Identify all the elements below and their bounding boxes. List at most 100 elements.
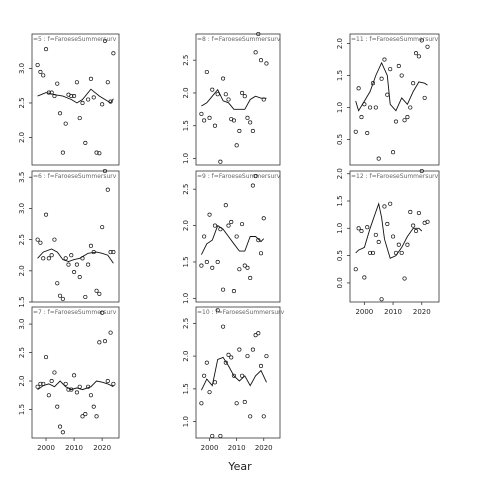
data-point [35, 62, 40, 68]
data-point [69, 94, 74, 99]
panel-2: =6 : f=FaroeseSummersurv 1.5 2.0 2.5 3.0 3.5 [18, 168, 120, 308]
y-tick-label: 3.0 [18, 319, 26, 330]
y-tick-label: 2.0 [336, 168, 344, 179]
data-point [41, 256, 46, 261]
y-tick-label: 1.5 [336, 70, 344, 81]
x-tick-label: 2000 [355, 308, 373, 316]
data-point [416, 54, 421, 59]
data-point [94, 150, 99, 155]
y-tick-label: 2.5 [182, 55, 190, 66]
data-point [245, 115, 250, 120]
data-point [396, 242, 401, 247]
data-point [218, 433, 223, 439]
data-point [212, 380, 218, 385]
data-point [35, 384, 40, 389]
data-point [111, 381, 116, 386]
data-point [63, 381, 68, 386]
panel-strip-label: =7 : f=FaroeseSummersurv [33, 309, 117, 316]
data-point [83, 140, 88, 145]
data-point [46, 90, 51, 95]
data-point [58, 293, 63, 298]
data-point [242, 263, 247, 268]
data-point [83, 412, 88, 417]
data-point [60, 296, 65, 301]
data-point [382, 204, 387, 209]
data-point [43, 355, 49, 360]
trend-line [200, 356, 267, 391]
data-point [413, 228, 419, 234]
data-point [356, 86, 361, 91]
data-point [234, 401, 239, 406]
data-point [419, 168, 424, 174]
data-point [373, 105, 378, 110]
data-point [221, 287, 226, 292]
data-point [231, 289, 236, 294]
data-point [359, 115, 364, 120]
data-point [408, 209, 413, 214]
trend-line [37, 88, 114, 104]
data-point [212, 223, 218, 228]
data-point [86, 384, 91, 389]
data-point [74, 80, 79, 85]
data-point [242, 399, 247, 405]
data-point [111, 51, 116, 56]
data-point [353, 267, 358, 272]
data-point [229, 355, 234, 360]
data-point [100, 310, 105, 315]
panel-8: =12 : f=FaroeseSummersurv 0.0 0.5 1.0 1.5 2.0… [336, 168, 440, 316]
data-point [368, 105, 373, 110]
data-point [396, 63, 401, 69]
data-point [49, 253, 54, 258]
data-point [105, 378, 110, 384]
trend-line [37, 248, 114, 264]
data-point [108, 330, 113, 335]
data-point [77, 384, 82, 389]
data-point [69, 253, 74, 258]
data-point [199, 401, 204, 406]
data-point [245, 354, 250, 359]
data-point [102, 168, 108, 174]
panel-frame [349, 170, 440, 303]
data-point [91, 250, 96, 255]
data-point [382, 57, 387, 62]
panel-strip-label: =11 : f=FaroeseSummersurv [351, 36, 439, 43]
trend-line [201, 88, 267, 110]
y-tick-label: 2.0 [18, 375, 26, 386]
data-point [88, 393, 93, 398]
panel-7: =11 : f=FaroeseSummersurv 0.5 1.0 1.5 2.0 [336, 33, 440, 166]
data-point [100, 225, 105, 230]
panel-frame [31, 306, 120, 439]
data-point [215, 92, 220, 97]
data-point [58, 111, 63, 116]
data-point [63, 121, 68, 126]
data-point [253, 50, 258, 55]
data-point [391, 150, 396, 155]
x-axis-title: Year [227, 460, 252, 473]
data-point [52, 370, 57, 375]
data-point [416, 210, 421, 216]
data-point [72, 270, 77, 275]
data-point [240, 90, 245, 96]
data-point [373, 232, 378, 237]
data-point [231, 118, 236, 123]
data-point [60, 430, 65, 435]
data-point [376, 239, 381, 245]
data-point [226, 352, 231, 357]
panel-strip-label: =12 : f=FaroeseSummersurv [351, 173, 439, 180]
data-point [77, 274, 82, 280]
data-point [202, 373, 207, 378]
data-point [199, 263, 204, 268]
data-point [97, 291, 102, 296]
data-point [234, 234, 239, 239]
panel-strip-label: =5 : f=FaroeseSummersurv [33, 36, 117, 43]
data-point [359, 228, 364, 234]
data-point [240, 373, 245, 378]
panel-frame [31, 170, 120, 303]
data-point [105, 80, 110, 85]
data-point [49, 378, 54, 384]
data-point [35, 237, 40, 242]
panel-frame [349, 33, 440, 166]
data-point [411, 223, 416, 228]
data-point [353, 129, 358, 134]
data-point [49, 90, 54, 95]
